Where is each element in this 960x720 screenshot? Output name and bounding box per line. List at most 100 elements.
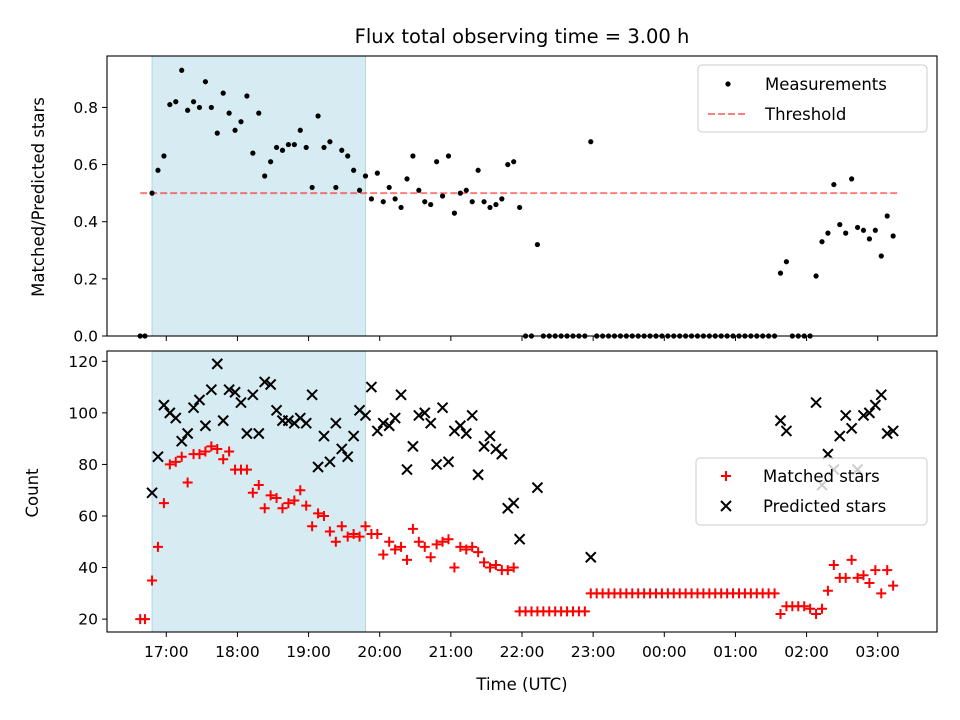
predicted-star-point [513,533,526,545]
predicted-star-point [585,551,597,563]
predicted-star-point [235,396,247,409]
measurement-point [256,110,262,116]
predicted-star-point [193,394,206,406]
x-tick-label: 19:00 [286,643,331,661]
predicted-star-point [365,381,378,393]
measurement-point [819,239,825,245]
predicted-star-point [839,409,852,422]
measurement-point [398,204,404,211]
matched-star-point [372,529,383,540]
matched-star-point [455,541,466,552]
matched-star-point [419,541,430,552]
predicted-star-point [401,463,413,476]
predicted-star-point [270,404,283,417]
matched-star-point [289,495,300,506]
legend-matched-marker [721,471,731,481]
measurement-point [238,119,244,125]
matched-star-point [206,441,217,452]
matched-star-point [147,575,158,586]
measurement-point [226,110,232,116]
matched-star-point [354,531,365,542]
y-tick-label: 120 [68,353,98,371]
measurement-point [457,190,463,196]
x-tick-label: 01:00 [713,643,758,661]
x-axis-label: Time (UTC) [475,675,567,694]
x-tick-label: 03:00 [855,643,900,661]
predicted-star-point [359,409,372,422]
legend-predicted-label: Predicted stars [763,497,886,516]
predicted-star-point [472,469,484,481]
predicted-star-point [371,425,384,437]
matched-star-point [259,503,270,514]
top-y-axis-label: Matched/Predicted stars [29,97,48,297]
measurement-point [362,173,369,179]
matched-star-point [360,521,371,532]
y-tick-label: 0.4 [73,213,98,231]
measurement-point [291,141,297,148]
matched-star-point [508,562,519,573]
matched-star-point [384,536,395,547]
predicted-star-point [430,458,443,471]
matched-star-point [769,588,780,599]
predicted-star-point [158,399,170,411]
measurement-point [416,187,422,193]
predicted-star-point [211,358,223,370]
predicted-star-point [780,425,793,437]
matched-star-point [816,603,827,614]
predicted-star-point [181,427,194,440]
x-tick-label: 02:00 [784,643,829,661]
measurement-point [392,196,398,202]
matched-star-point [342,531,353,542]
matched-star-point [502,565,513,576]
predicted-star-point [170,412,182,424]
predicted-star-point [875,389,887,401]
predicted-star-point [318,430,330,442]
predicted-star-point [336,443,348,455]
measurement-point [185,107,191,113]
legend-measurements-marker [725,81,731,87]
predicted-star-point [241,427,253,440]
predicted-star-point [810,396,822,409]
measurement-point [783,259,790,265]
matched-star-point [271,492,282,503]
predicted-star-point [424,417,437,429]
measurement-point [837,221,843,228]
observing-window-span [151,350,366,633]
matched-star-point [200,446,211,457]
observing-window-span [151,55,366,337]
measurement-point [173,99,179,105]
predicted-star-point [442,456,455,468]
y-tick-label: 0.8 [73,99,98,117]
measurement-point [161,153,167,159]
measurement-point [404,176,410,182]
bottom-panel: 20 40 60 80 100 120 17:00 18:00 19:00 20:00 21:00… [23,350,938,694]
top-panel: 0.0 0.2 0.4 0.6 0.8 Flux total observing tim… [29,25,938,346]
predicted-star-point [887,425,899,437]
matched-star-point [313,508,324,519]
matched-star-point [277,503,288,514]
measurement-point [872,227,878,233]
predicted-star-point [330,417,342,429]
predicted-star-point [152,450,164,463]
predicted-star-point [507,497,520,509]
matched-star-point [218,454,229,465]
matched-star-point [882,565,893,576]
predicted-star-point [258,376,271,388]
matched-star-point [840,572,851,583]
matched-star-point [194,449,205,460]
matched-star-point [484,562,495,573]
measurement-point [463,187,469,193]
matched-star-point [307,521,318,532]
matched-star-point [858,570,869,581]
measurement-point [250,150,256,156]
matched-star-point [265,490,276,501]
predicted-star-point [419,407,431,419]
measurement-point [451,210,458,216]
bottom-observing-window [151,350,366,633]
top-x-ticks [165,336,879,341]
matched-star-point [479,557,490,568]
y-tick-label: 80 [78,456,98,474]
matched-star-point [158,498,169,509]
measurement-point [327,139,333,145]
predicted-star-point [869,399,882,411]
